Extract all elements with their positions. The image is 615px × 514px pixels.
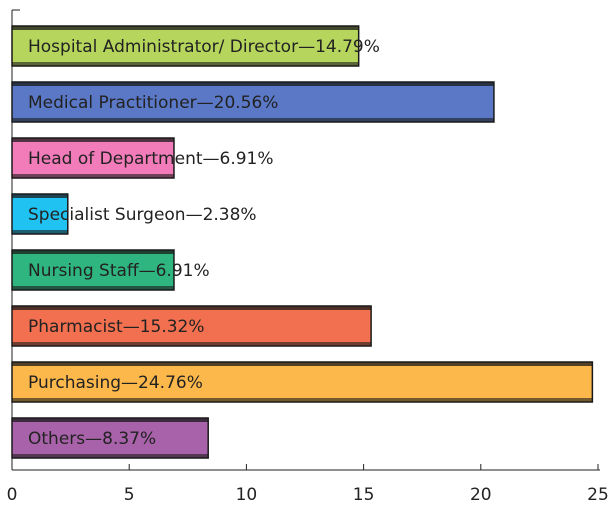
bar-shade: [12, 230, 68, 234]
bar-shade: [12, 286, 174, 290]
bar-shade: [12, 82, 494, 86]
bar-label: Medical Practitioner—20.56%: [28, 93, 278, 113]
bar-shade: [12, 398, 593, 402]
bar-shade: [12, 62, 359, 66]
x-tick-label: 0: [7, 485, 18, 505]
bar-shade: [12, 342, 372, 346]
bar-label: Others—8.37%: [28, 429, 156, 449]
bar: [11, 25, 360, 67]
x-tick-label: 10: [236, 485, 258, 505]
bar: [11, 417, 209, 459]
x-tick-label: 15: [353, 485, 375, 505]
x-tick-label: 5: [124, 485, 135, 505]
bar: [11, 305, 372, 347]
bar-label: Head of Department—6.91%: [28, 149, 274, 169]
bar-label: Nursing Staff—6.91%: [28, 261, 210, 281]
bar-shade: [12, 194, 68, 198]
bar-shade: [12, 362, 593, 366]
bar-label: Pharmacist—15.32%: [28, 317, 205, 337]
bar-label: Purchasing—24.76%: [28, 373, 203, 393]
bar-shade: [12, 306, 372, 310]
bar-shade: [12, 138, 174, 142]
bar-shade: [12, 118, 494, 122]
bar-shade: [12, 26, 359, 30]
x-tick-label: 25: [587, 485, 609, 505]
x-tick-label: 20: [470, 485, 492, 505]
bar-shade: [12, 174, 174, 178]
bar-shade: [12, 418, 209, 422]
bar-label: Specialist Surgeon—2.38%: [28, 205, 257, 225]
bar-label: Hospital Administrator/ Director—14.79%: [28, 37, 380, 57]
bar-shade: [12, 454, 209, 458]
bar-shade: [12, 250, 174, 254]
